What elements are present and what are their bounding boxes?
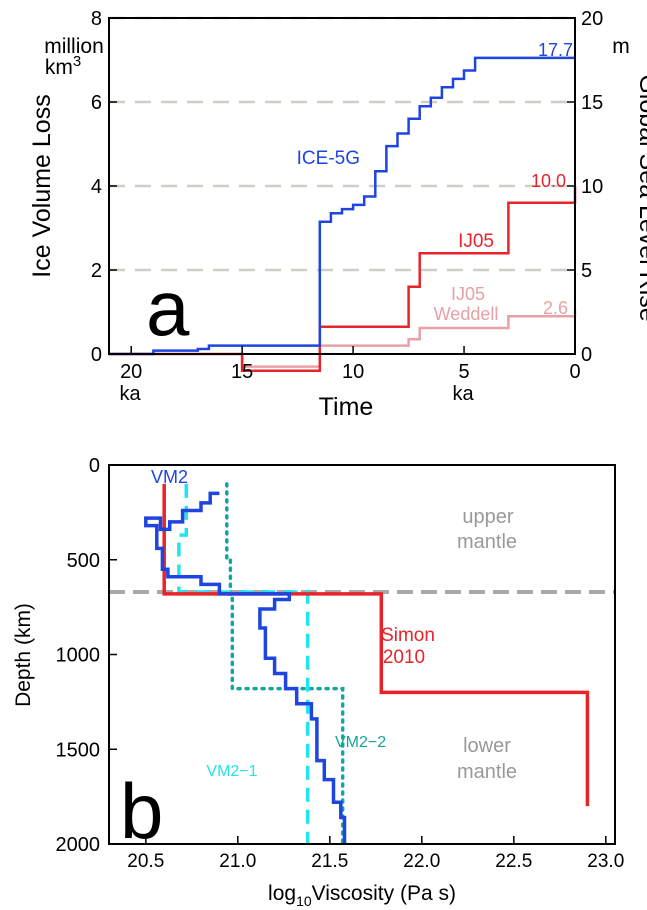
panel-b-series — [109, 482, 615, 846]
left-tick-label: 6 — [91, 92, 102, 114]
panel-a-left-axis-label: Ice Volume Loss — [28, 94, 56, 277]
right-tick-label: 20 — [581, 8, 603, 30]
viscosity-tick-label: 21.0 — [219, 851, 256, 872]
viscosity-tick-label: 22.0 — [403, 851, 440, 872]
left-tick-label: 4 — [91, 176, 102, 198]
right-tick-label: 5 — [581, 260, 592, 282]
vm2-2-profile — [225, 482, 345, 846]
ice5g-series-label: ICE-5G — [297, 148, 360, 169]
panel-a-ticks: 0 2 4 6 8 0 5 10 15 20 20 15 10 5 0 — [91, 8, 603, 383]
x-tick-label: 0 — [569, 361, 580, 383]
vm2-profile — [144, 491, 347, 844]
depth-tick-label: 1500 — [56, 739, 101, 761]
vm2-1-series-label: VM2−1 — [206, 763, 257, 780]
upper-mantle-label-line1: upper — [462, 506, 513, 528]
ij05-weddell-line — [240, 309, 577, 368]
panel-b: 0 500 1000 1500 2000 20.5 21.0 21.5 22.0 22.5 23.0… — [12, 455, 624, 909]
upper-mantle-label-line2: mantle — [457, 531, 517, 553]
panel-a-right-unit: m — [612, 35, 630, 58]
lower-mantle-label-line1: lower — [463, 735, 511, 757]
depth-tick-label: 2000 — [56, 834, 101, 856]
depth-tick-label: 500 — [67, 550, 100, 572]
ij05-weddell-label-line2: Weddell — [434, 304, 499, 324]
panel-a-right-axis-label: Global Sea Level Rise — [634, 74, 647, 321]
panel-a-left-unit-line2: km3 — [45, 53, 81, 79]
panel-a: 0 2 4 6 8 0 5 10 15 20 20 15 10 5 0 a million km3 Ice … — [28, 8, 647, 421]
simon2010-label-line2: 2010 — [383, 647, 425, 668]
ice-5g-line — [109, 56, 575, 356]
left-tick-label: 2 — [91, 260, 102, 282]
ij05-line — [109, 186, 577, 373]
x-tick-label: 15 — [231, 361, 253, 383]
right-tick-label: 15 — [581, 92, 603, 114]
panel-b-y-axis-label: Depth (km) — [12, 603, 35, 707]
panel-b-x-axis-label: log10Viscosity (Pa s) — [268, 882, 456, 909]
vm2-series-label: VM2 — [151, 467, 188, 487]
panel-b-ticks: 0 500 1000 1500 2000 20.5 21.0 21.5 22.0 22.5 23.0 — [56, 455, 625, 872]
vm2-1-profile — [177, 483, 310, 844]
vm2-2-series-label: VM2−2 — [335, 734, 386, 751]
panel-b-frame — [108, 464, 616, 845]
viscosity-tick-label: 21.5 — [311, 851, 348, 872]
x-tick-label: 5 — [458, 361, 469, 383]
simon2010-label-line1: Simon — [381, 625, 435, 646]
right-tick-label: 10 — [581, 176, 603, 198]
viscosity-tick-label: 23.0 — [587, 851, 624, 872]
ij05-end-value: 10.0 — [531, 171, 566, 191]
ij05-series-label: IJ05 — [458, 231, 494, 252]
ij05-weddell-label-line1: IJ05 — [451, 284, 485, 304]
x-tick-label: 20 — [120, 361, 142, 383]
panel-a-x-unit-left: ka — [119, 383, 141, 405]
viscosity-tick-label: 22.5 — [495, 851, 532, 872]
simon-2010-profile — [162, 483, 590, 807]
left-tick-label: 8 — [91, 8, 102, 30]
panel-a-x-unit-right: ka — [452, 383, 474, 405]
x-tick-label: 10 — [342, 361, 364, 383]
panel-a-x-axis-label: Time — [319, 393, 374, 421]
depth-tick-label: 1000 — [56, 645, 101, 667]
panel-b-label: b — [120, 767, 163, 855]
panel-a-gridlines — [109, 16, 575, 272]
panel-a-left-unit-line1: million — [44, 35, 104, 58]
ij05-weddell-end-value: 2.6 — [543, 298, 568, 318]
depth-tick-label: 0 — [89, 455, 100, 477]
panel-a-series — [109, 56, 577, 373]
lower-mantle-label-line2: mantle — [457, 761, 517, 783]
right-tick-label: 0 — [581, 344, 592, 366]
ice5g-end-value: 17.7 — [538, 40, 573, 60]
viscosity-tick-label: 20.5 — [127, 851, 164, 872]
panel-a-label: a — [146, 264, 190, 352]
left-tick-label: 0 — [91, 344, 102, 366]
